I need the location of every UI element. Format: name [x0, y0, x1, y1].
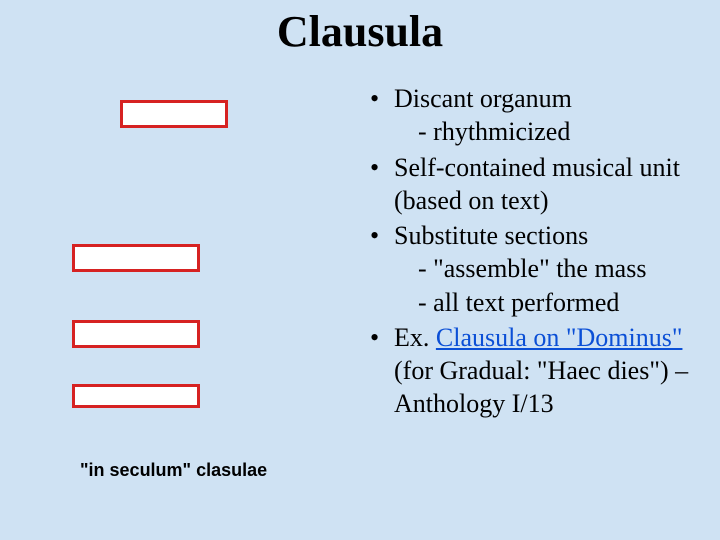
- bullet-item: Self-contained musical unit (based on te…: [370, 151, 710, 218]
- rect-3: [72, 320, 200, 348]
- rect-2: [72, 244, 200, 272]
- bullet-item: Discant organum- rhythmicized: [370, 82, 710, 149]
- diagram-caption: "in seculum" clasulae: [80, 460, 267, 481]
- bullet-text: Substitute sections: [394, 219, 710, 252]
- bullet-ul: Discant organum- rhythmicizedSelf-contai…: [370, 82, 710, 421]
- bullet-item: Ex. Clausula on "Dominus" (for Gradual: …: [370, 321, 710, 421]
- bullet-link[interactable]: Clausula on "Dominus": [436, 323, 683, 352]
- rect-4: [72, 384, 200, 408]
- bullet-text: Self-contained musical unit (based on te…: [394, 151, 710, 218]
- bullet-text: Discant organum: [394, 82, 710, 115]
- rect-1: [120, 100, 228, 128]
- bullet-subtext: - all text performed: [394, 286, 710, 319]
- bullet-item: Substitute sections- "assemble" the mass…: [370, 219, 710, 319]
- page-title: Clausula: [0, 6, 720, 57]
- bullet-text: Ex. Clausula on "Dominus" (for Gradual: …: [394, 321, 710, 421]
- bullet-list: Discant organum- rhythmicizedSelf-contai…: [370, 82, 710, 423]
- bullet-subtext: - "assemble" the mass: [394, 252, 710, 285]
- bullet-subtext: - rhythmicized: [394, 115, 710, 148]
